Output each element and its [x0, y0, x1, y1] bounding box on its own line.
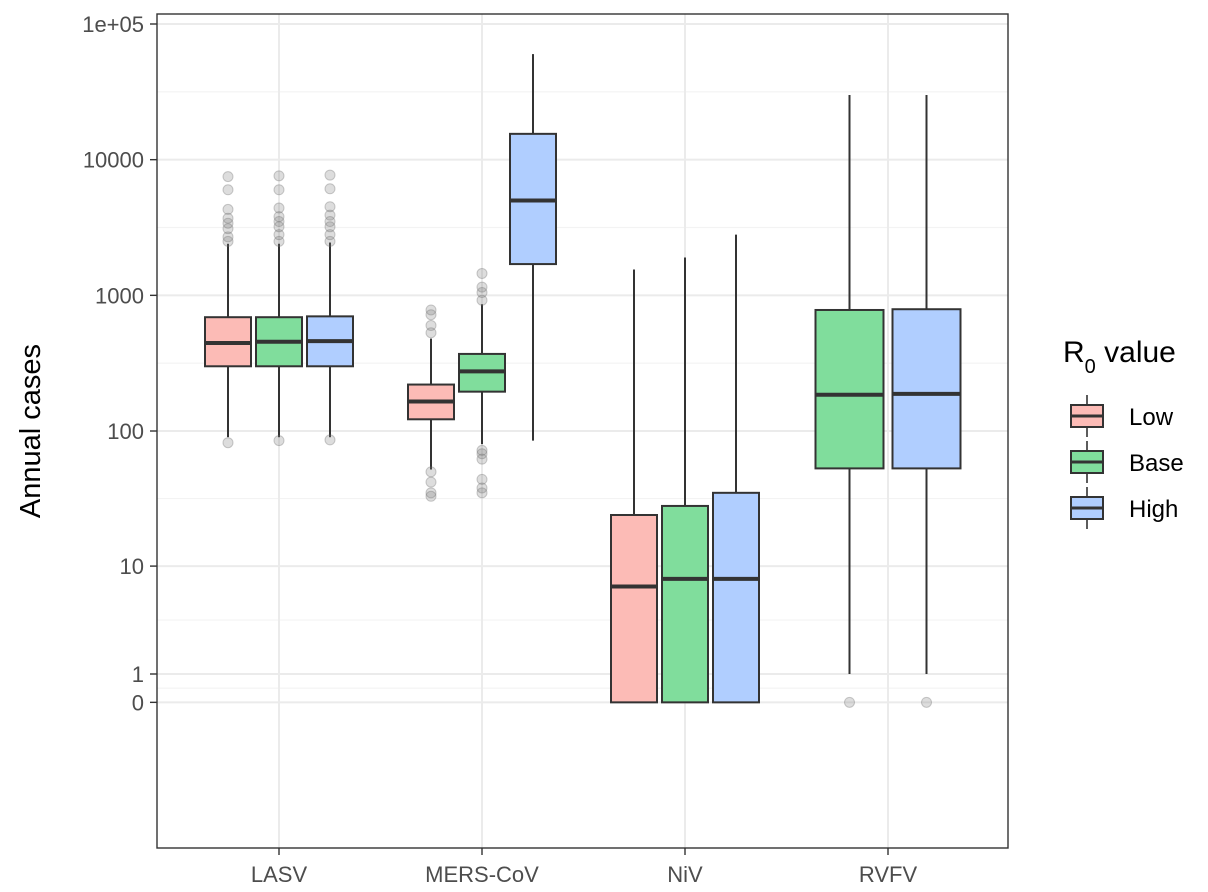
- box-rect-rvfv-base: [814, 308, 885, 470]
- y-tick-label: 100: [107, 419, 144, 444]
- box-rvfv-high: [891, 94, 962, 708]
- outlier-point: [324, 201, 336, 213]
- legend-label-high: High: [1129, 496, 1178, 523]
- box-niv-low: [610, 269, 658, 704]
- outlier-point: [476, 473, 488, 485]
- outlier-point: [324, 229, 336, 241]
- legend-label-base: Base: [1129, 450, 1184, 477]
- outlier-point: [273, 211, 285, 223]
- y-tick-label: 1: [132, 662, 144, 687]
- box-mers-cov-base: [458, 267, 506, 499]
- box-lasv-low: [204, 171, 252, 449]
- outlier-point: [273, 435, 285, 447]
- outlier-point: [476, 482, 488, 494]
- axes: 0 1 10 100 1000 10000 1e+05 LASV MERS-CoV NiV RVFV: [82, 12, 917, 887]
- outlier-point: [324, 221, 336, 233]
- legend-title-r: R: [1063, 336, 1085, 369]
- legend-title: R0 value: [1063, 336, 1176, 378]
- outlier-point: [324, 216, 336, 228]
- outlier-point: [425, 487, 437, 499]
- y-axis-title: Annual cases: [15, 344, 47, 518]
- outlier-point: [273, 235, 285, 247]
- outlier-point: [425, 490, 437, 502]
- box-niv-base: [661, 257, 709, 704]
- box-rect-rvfv-high: [891, 308, 962, 470]
- outlier-point: [222, 217, 234, 229]
- outlier-point: [273, 170, 285, 182]
- outlier-point: [324, 434, 336, 446]
- outlier-point: [222, 223, 234, 235]
- box-mers-cov-low: [407, 304, 455, 502]
- box-niv-high: [712, 234, 760, 704]
- outlier-point: [425, 476, 437, 488]
- outlier-point: [476, 281, 488, 293]
- y-tick-label: 1e+05: [82, 12, 144, 37]
- box-lasv-high: [306, 169, 354, 446]
- outlier-point: [476, 286, 488, 298]
- box-rect-niv-high: [712, 491, 760, 704]
- y-tick-label: 10000: [83, 148, 144, 173]
- outlier-point: [476, 444, 488, 456]
- outlier-point: [476, 453, 488, 465]
- outlier-point: [222, 235, 234, 247]
- x-tick-label: NiV: [667, 862, 703, 887]
- box-rect-niv-low: [610, 513, 658, 704]
- outlier-point: [222, 231, 234, 243]
- outlier-point: [222, 203, 234, 215]
- outlier-point: [273, 202, 285, 214]
- outlier-point: [476, 267, 488, 279]
- box-mers-cov-high: [509, 54, 557, 441]
- outlier-point: [222, 212, 234, 224]
- outlier-point: [273, 184, 285, 196]
- outlier-point: [324, 209, 336, 221]
- outlier-point: [222, 171, 234, 183]
- outlier-point: [425, 466, 437, 478]
- legend-label-low: Low: [1129, 404, 1174, 431]
- outlier-point: [425, 327, 437, 339]
- outlier-point: [222, 184, 234, 196]
- y-tick-label: 0: [132, 690, 144, 715]
- outlier-point: [425, 309, 437, 321]
- outlier-point: [844, 696, 855, 708]
- outlier-point: [273, 221, 285, 233]
- outlier-point: [273, 229, 285, 241]
- outlier-point: [476, 448, 488, 460]
- outlier-point: [222, 437, 234, 449]
- legend: R0 value Low Base High: [1063, 336, 1184, 529]
- x-tick-label: MERS-CoV: [425, 862, 539, 887]
- outlier-point: [324, 183, 336, 195]
- outlier-point: [476, 487, 488, 499]
- x-tick-label: RVFV: [859, 862, 918, 887]
- outlier-point: [273, 216, 285, 228]
- y-tick-label: 10: [120, 554, 144, 579]
- outlier-point: [425, 304, 437, 316]
- outlier-point: [476, 294, 488, 306]
- box-lasv-base: [255, 170, 303, 447]
- y-tick-label: 1000: [95, 283, 144, 308]
- box-rect-niv-base: [661, 504, 709, 704]
- x-tick-label: LASV: [251, 862, 308, 887]
- outlier-point: [324, 169, 336, 181]
- outlier-point: [324, 235, 336, 247]
- legend-title-subscript: 0: [1085, 356, 1096, 378]
- box-rvfv-base: [814, 94, 885, 708]
- box-plot-boxes: [204, 54, 962, 708]
- legend-title-rest: value: [1096, 336, 1176, 369]
- outlier-point: [425, 319, 437, 331]
- outlier-point: [921, 696, 932, 708]
